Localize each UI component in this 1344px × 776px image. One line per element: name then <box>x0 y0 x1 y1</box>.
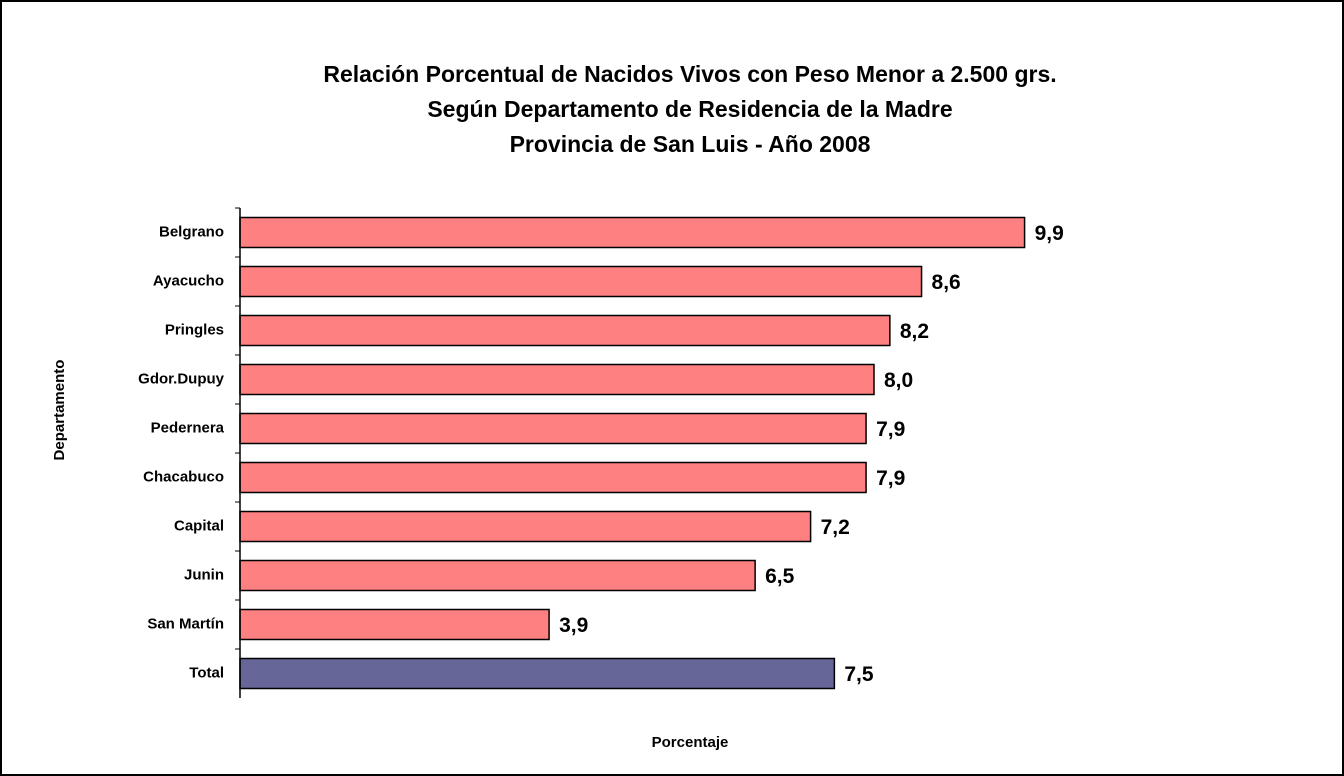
bar <box>239 314 891 347</box>
bar <box>239 657 836 690</box>
y-tick-label: San Martín <box>147 615 224 632</box>
y-tick-label: Junin <box>184 566 224 583</box>
bar <box>239 363 875 396</box>
value-label: 9,9 <box>1035 222 1064 245</box>
value-label: 7,2 <box>821 516 850 539</box>
chart-title: Relación Porcentual de Nacidos Vivos con… <box>323 61 1056 87</box>
bar <box>239 559 756 592</box>
value-label: 3,9 <box>559 614 588 637</box>
value-label: 8,6 <box>932 271 961 294</box>
value-label: 8,2 <box>900 320 929 343</box>
y-tick-label: Capital <box>174 517 224 534</box>
y-tick-label: Total <box>189 664 224 681</box>
y-tick-label: Pringles <box>165 321 224 338</box>
y-tick-label: Ayacucho <box>153 272 224 289</box>
bar <box>239 461 867 494</box>
bar <box>239 216 1026 249</box>
y-tick-label: Gdor.Dupuy <box>138 370 224 387</box>
y-tick-label: Pedernera <box>151 419 225 436</box>
bar <box>239 412 867 445</box>
chart-title: Según Departamento de Residencia de la M… <box>427 96 952 122</box>
value-label: 6,5 <box>765 565 795 588</box>
value-label: 7,9 <box>876 467 905 490</box>
y-tick-label: Belgrano <box>159 223 224 240</box>
value-label: 7,9 <box>876 418 905 441</box>
y-tick-label: Chacabuco <box>143 468 224 485</box>
value-label: 7,5 <box>844 663 874 686</box>
y-axis-label: Departamento <box>51 360 68 461</box>
value-label: 8,0 <box>884 369 913 392</box>
bar <box>239 510 812 543</box>
chart-title: Provincia de San Luis - Año 2008 <box>510 131 871 157</box>
bar <box>239 608 550 641</box>
x-axis-label: Porcentaje <box>652 734 729 751</box>
bar <box>239 265 923 298</box>
